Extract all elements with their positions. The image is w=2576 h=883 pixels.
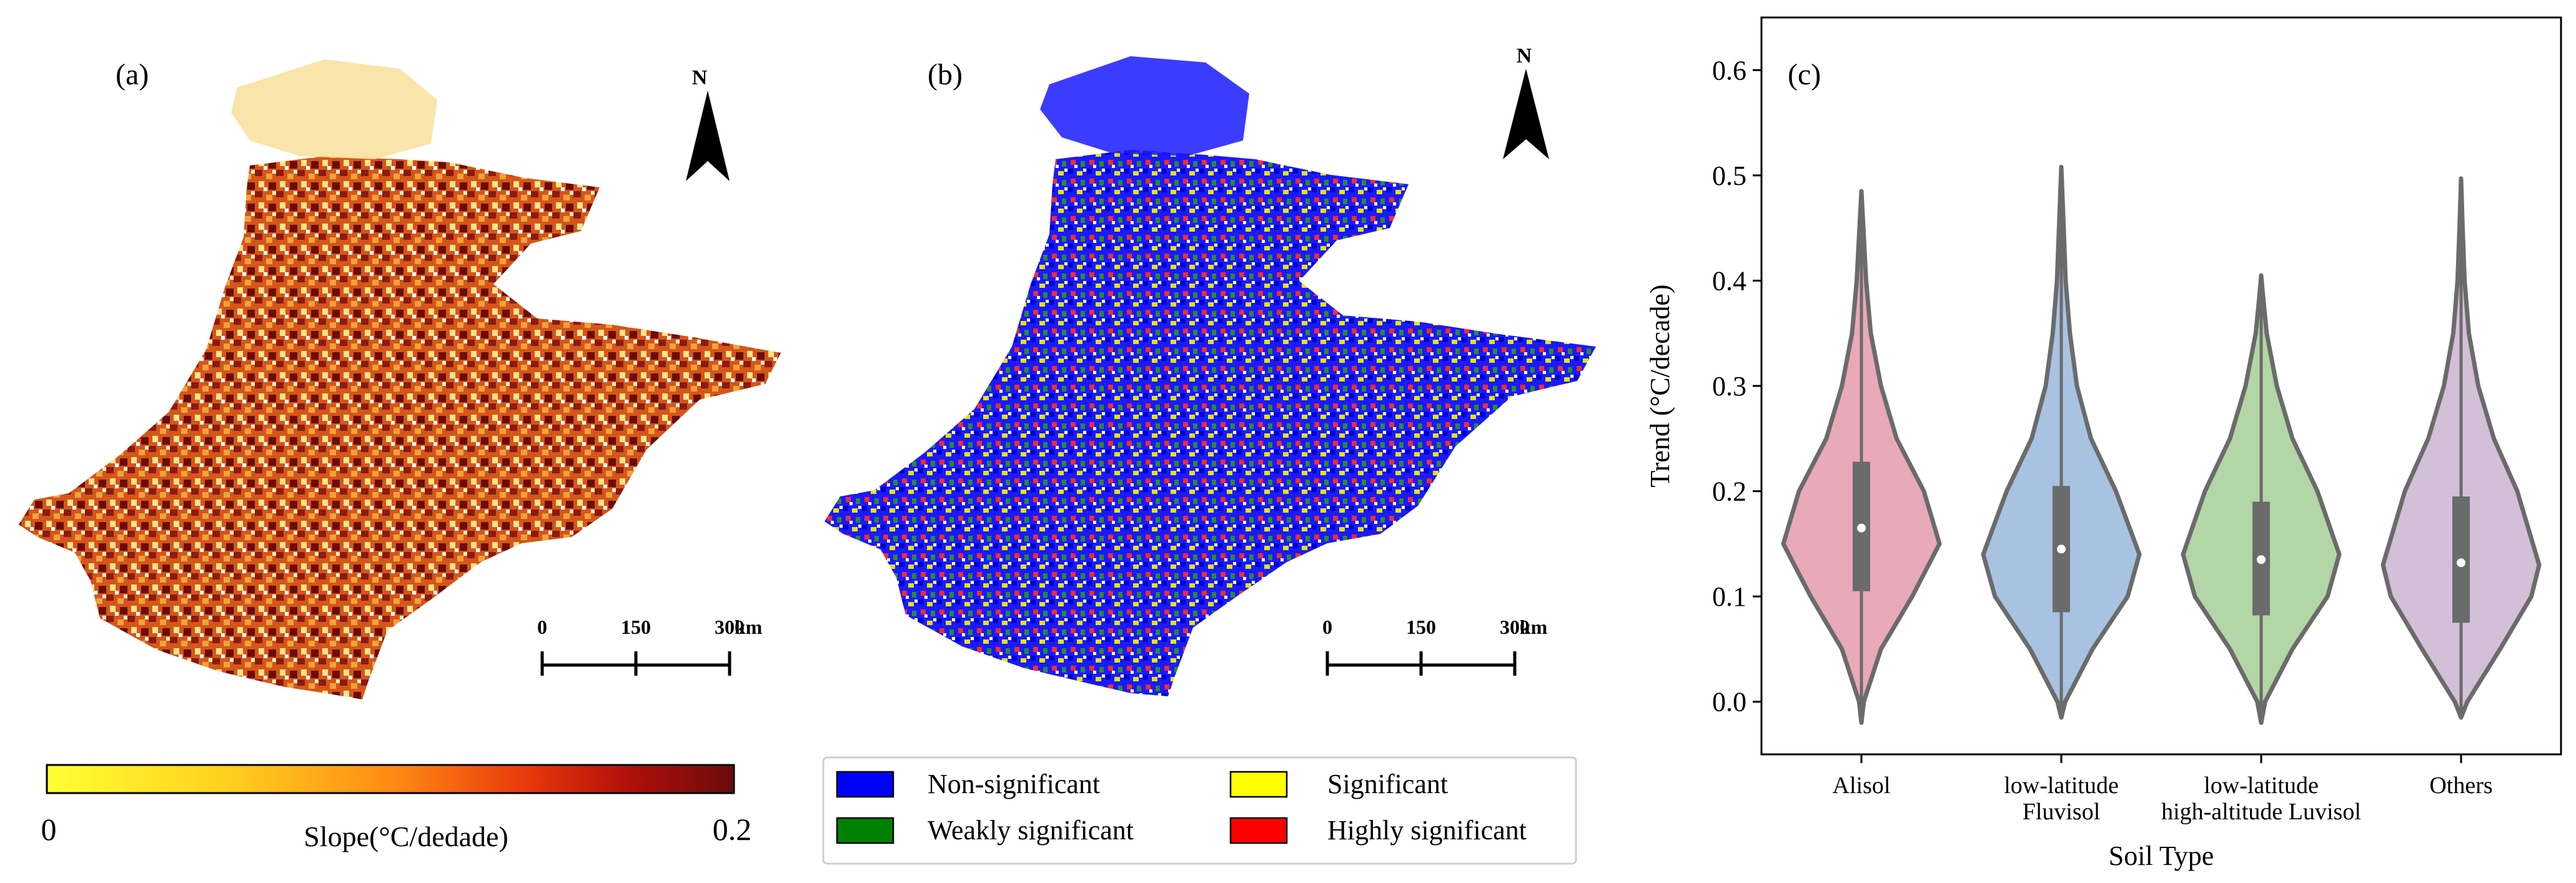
legend-swatch-non-significant	[836, 771, 894, 798]
x-axis-title: Soil Type	[2109, 841, 2214, 871]
violin-median-1	[2057, 545, 2066, 554]
scale-bar-b: 0 150 300 km	[1322, 616, 1548, 676]
legend-swatch-significant	[1229, 771, 1288, 798]
scale-tick-300-a: 300	[715, 616, 745, 638]
scale-tick-150-b: 150	[1406, 616, 1436, 638]
violin-chart: 0.0 0.1 0.2 0.3 0.4 0.5 0.6 Alisol low-latitude…	[1645, 16, 2562, 871]
x-axis: Alisol low-latitudeFluvisollow-latitudehi…	[1833, 754, 2493, 825]
north-arrow-label-a: N	[692, 66, 708, 89]
y-tick-label: 0.4	[1712, 265, 1746, 296]
scale-tick-0-a: 0	[537, 616, 547, 638]
x-tick-label: Others	[2429, 772, 2492, 799]
legend-item-non-significant: Non-significant	[836, 769, 1100, 799]
x-tick-label: low-latitude	[2004, 772, 2119, 799]
legend-label-weakly-significant: Weakly significant	[928, 815, 1134, 846]
legend-label-highly-significant: Highly significant	[1327, 815, 1527, 846]
colorbar-title: Slope(°C/dedade)	[304, 821, 508, 852]
colorbar-max-label: 0.2	[713, 812, 752, 847]
y-tick-label: 0.6	[1712, 55, 1746, 86]
north-arrow-a: N	[686, 66, 730, 181]
colorbar-gradient	[46, 764, 735, 794]
y-tick-label: 0.1	[1712, 581, 1746, 612]
north-arrow-label-b: N	[1517, 44, 1532, 67]
violin-median-0	[1857, 523, 1866, 533]
y-tick-label: 0.0	[1712, 687, 1746, 718]
scale-tick-0-b: 0	[1322, 616, 1332, 638]
legend-swatch-highly-significant	[1229, 817, 1288, 844]
legend-item-significant: Significant	[1229, 769, 1448, 799]
violin-bodies	[1781, 164, 2542, 725]
y-tick-label: 0.5	[1712, 160, 1746, 191]
panel-b-map: (b)	[825, 56, 1596, 696]
y-axis-title: Trend (°C/decade)	[1645, 284, 1675, 487]
scale-bar-a: 0 150 300 km	[537, 616, 763, 676]
x-tick-label: Fluvisol	[2023, 799, 2101, 825]
study-region-map-b	[825, 150, 1596, 696]
violin-median-3	[2457, 558, 2465, 568]
study-region-map-a	[19, 156, 781, 699]
northern-fragment-a	[231, 59, 437, 159]
violin-median-2	[2257, 555, 2266, 565]
legend-item-weakly-significant: Weakly significant	[836, 815, 1134, 846]
legend-item-highly-significant: Highly significant	[1229, 815, 1527, 846]
north-arrow-b: N	[1503, 44, 1549, 159]
legend-label-significant: Significant	[1327, 769, 1448, 799]
north-arrow-icon	[686, 91, 730, 181]
legend-label-non-significant: Non-significant	[928, 769, 1100, 799]
panel-a-map: (a)	[19, 58, 781, 699]
scale-unit-b: km	[1520, 616, 1548, 638]
colorbar-min-label: 0	[41, 812, 57, 847]
x-tick-label: high-altitude Luvisol	[2161, 799, 2361, 825]
x-tick-label: low-latitude	[2204, 772, 2319, 799]
y-tick-label: 0.3	[1712, 371, 1746, 402]
x-tick-label: Alisol	[1833, 772, 1891, 799]
legend-frame	[822, 756, 1577, 865]
colorbar: 0 0.2 Slope(°C/dedade)	[41, 764, 752, 852]
scale-tick-150-a: 150	[621, 616, 651, 638]
panel-label-b: (b)	[928, 58, 963, 91]
y-axis: 0.0 0.1 0.2 0.3 0.4 0.5 0.6	[1712, 55, 1761, 718]
significance-legend: Non-significant Significant Weakly signi…	[822, 756, 1577, 865]
legend-swatch-weakly-significant	[836, 817, 894, 844]
panel-label-c: (c)	[1788, 58, 1821, 91]
northern-fragment-b	[1040, 56, 1249, 156]
scale-tick-300-b: 300	[1500, 616, 1530, 638]
north-arrow-icon	[1503, 69, 1549, 159]
panel-label-a: (a)	[116, 58, 149, 91]
scale-unit-a: km	[735, 616, 763, 638]
y-tick-label: 0.2	[1712, 476, 1746, 507]
